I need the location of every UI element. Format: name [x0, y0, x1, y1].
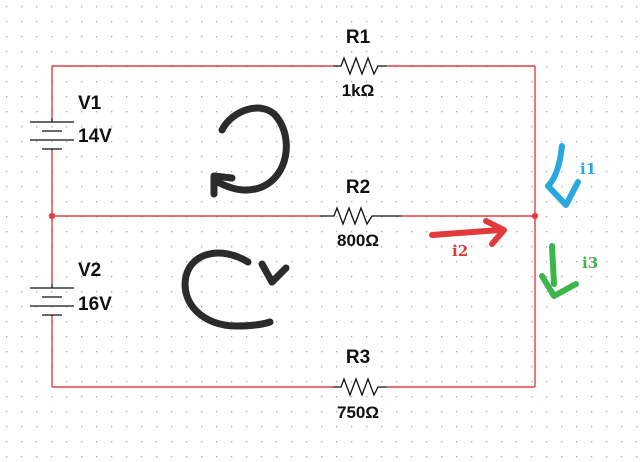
resistor-r1-symbol: [333, 56, 387, 76]
resistor-r1-value: 1kΩ: [342, 81, 375, 100]
resistor-r2-value: 800Ω: [337, 231, 379, 250]
junction-node-left: [48, 212, 56, 220]
source-v1-value: 14V: [78, 126, 112, 147]
wires: [51, 65, 536, 388]
source-v2-label: V2: [78, 260, 101, 281]
loop-arrow-upper-counterclockwise: [210, 104, 290, 198]
resistor-r1-label: R1: [346, 27, 371, 48]
resistor-r3-label: R3: [346, 347, 370, 368]
current-i2-label: i2: [452, 242, 468, 260]
resistor-r3-symbol: [333, 377, 387, 397]
current-i3-arrow: [539, 243, 579, 299]
battery-v1-symbol: [30, 118, 74, 150]
resistor-r3-value: 750Ω: [337, 403, 379, 422]
source-v1-label: V1: [78, 93, 102, 114]
current-i2-arrow: [429, 218, 507, 247]
junction-node-right: [531, 212, 539, 220]
current-i3-label: i3: [582, 254, 598, 272]
current-i1-label: i1: [580, 160, 596, 178]
source-v2-value: 16V: [78, 294, 112, 315]
resistor-r2-symbol: [320, 206, 402, 226]
battery-v2-symbol: [30, 284, 74, 316]
loop-arrow-lower-clockwise: [181, 249, 290, 330]
resistor-r2-label: R2: [346, 177, 370, 198]
current-i1-arrow: [545, 143, 581, 208]
